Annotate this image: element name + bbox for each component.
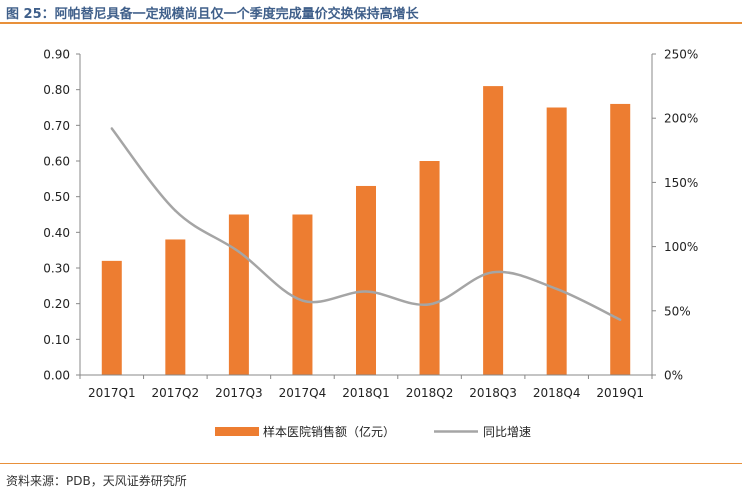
- right-tick-label: 50%: [664, 304, 691, 318]
- growth-point-2017Q1: [110, 127, 113, 130]
- figure-title: 图 25：阿帕替尼具备一定规模尚且仅一个季度完成量价交换保持高增长: [6, 7, 419, 22]
- bar-2019Q1: [610, 103, 631, 375]
- legend: 样本医院销售额（亿元） 同比增速: [215, 424, 531, 439]
- left-tick-label: 0.90: [43, 48, 70, 62]
- footer-divider: [0, 463, 742, 464]
- x-tick-label: 2019Q1: [596, 386, 644, 400]
- growth-point-2018Q1: [364, 290, 368, 293]
- right-tick-label: 250%: [664, 48, 698, 62]
- x-tick-label: 2018Q3: [469, 386, 517, 400]
- legend-bar-label: 样本医院销售额（亿元）: [263, 424, 395, 439]
- right-tick-label: 150%: [664, 176, 698, 190]
- axes: 0.00 0.10 0.20 0.30 0.40 0.50 0.60 0.70 0.80 0.90…: [43, 48, 698, 401]
- left-tick-label: 0.60: [43, 155, 70, 169]
- source-note: 资料来源：PDB，天风证券研究所: [6, 474, 187, 488]
- bar-2018Q4: [546, 107, 567, 375]
- growth-point-2019Q1: [619, 318, 622, 321]
- bar-2017Q1: [101, 260, 122, 375]
- growth-point-2018Q2: [428, 303, 431, 306]
- left-tick-label: 0.00: [43, 369, 70, 383]
- growth-point-2018Q3: [491, 271, 495, 274]
- bar-2018Q1: [356, 185, 376, 375]
- x-tick-label: 2017Q1: [88, 386, 136, 400]
- growth-line: [110, 127, 621, 321]
- x-tick-label: 2018Q1: [342, 386, 390, 400]
- combo-chart: 0.00 0.10 0.20 0.30 0.40 0.50 0.60 0.70 0.80 0.90…: [43, 48, 698, 440]
- x-tick-label: 2017Q3: [215, 386, 263, 400]
- growth-point-2017Q2: [174, 209, 177, 212]
- right-tick-label: 100%: [664, 240, 698, 254]
- bar-2017Q3: [228, 214, 249, 375]
- growth-points: [110, 127, 622, 321]
- right-tick-label: 0%: [664, 369, 683, 383]
- left-tick-label: 0.70: [43, 119, 70, 133]
- left-tick-label: 0.20: [43, 297, 70, 311]
- x-tick-label: 2018Q4: [533, 386, 581, 400]
- x-tick-label: 2018Q2: [406, 386, 454, 400]
- growth-point-2018Q4: [555, 287, 558, 291]
- bar-2018Q3: [483, 86, 504, 375]
- left-tick-label: 0.40: [43, 226, 70, 240]
- growth-point-2017Q4: [301, 299, 304, 302]
- x-tick-label: 2017Q2: [152, 386, 200, 400]
- bar-2018Q2: [419, 161, 440, 375]
- left-tick-label: 0.30: [43, 262, 70, 276]
- bar-series: [101, 86, 631, 375]
- right-tick-label: 200%: [664, 112, 698, 126]
- bar-2017Q4: [292, 214, 313, 375]
- title-divider: [0, 22, 742, 24]
- growth-point-2017Q3: [237, 250, 241, 253]
- left-tick-label: 0.10: [43, 333, 70, 347]
- legend-line-label: 同比增速: [483, 425, 531, 439]
- bar-2017Q2: [165, 239, 186, 375]
- x-tick-label: 2017Q4: [279, 386, 327, 400]
- left-tick-label: 0.80: [43, 83, 70, 97]
- legend-bar-swatch: [215, 427, 259, 436]
- left-tick-label: 0.50: [43, 190, 70, 204]
